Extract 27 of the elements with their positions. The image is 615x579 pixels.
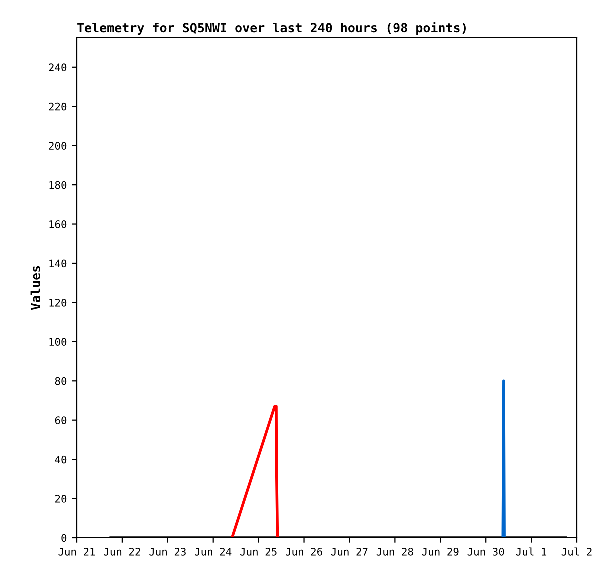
x-tick-label: Jun 24 bbox=[195, 548, 232, 556]
x-tick-label: Jun 27 bbox=[331, 548, 368, 556]
x-tick-label: Jun 28 bbox=[376, 548, 414, 556]
y-tick-label: 140 bbox=[50, 260, 67, 268]
y-tick-label: 180 bbox=[50, 181, 67, 190]
x-tick-label: Jun 21 bbox=[58, 548, 96, 556]
y-tick-label: 100 bbox=[50, 338, 67, 346]
y-axis-title: Values bbox=[30, 266, 40, 310]
y-tick-label: 220 bbox=[49, 102, 67, 111]
y-tick-label: 120 bbox=[50, 298, 67, 307]
y-tick-label: 60 bbox=[55, 416, 67, 424]
x-tick-label: Jul 2 bbox=[562, 548, 592, 556]
x-tick-label: Jul 1 bbox=[516, 548, 547, 556]
y-tick-label: 0 bbox=[62, 534, 67, 542]
y-tick-label: 20 bbox=[56, 495, 67, 503]
chart-title: Telemetry for SQ5NWI over last 240 hours (98 points) bbox=[78, 22, 466, 36]
y-tick-label: 160 bbox=[50, 220, 67, 228]
x-tick-label: Jun 22 bbox=[104, 548, 140, 556]
y-tick-label: 40 bbox=[55, 456, 67, 464]
x-tick-label: Jun 30 bbox=[468, 548, 504, 556]
y-tick-label: 80 bbox=[55, 377, 67, 386]
y-tick-label: 200 bbox=[49, 142, 67, 150]
x-tick-label: Jun 29 bbox=[422, 548, 459, 556]
x-tick-label: Jun 23 bbox=[150, 548, 186, 556]
y-tick-label: 240 bbox=[49, 64, 67, 72]
x-tick-label: Jun 25 bbox=[240, 548, 277, 556]
x-tick-label: Jun 26 bbox=[286, 548, 322, 556]
